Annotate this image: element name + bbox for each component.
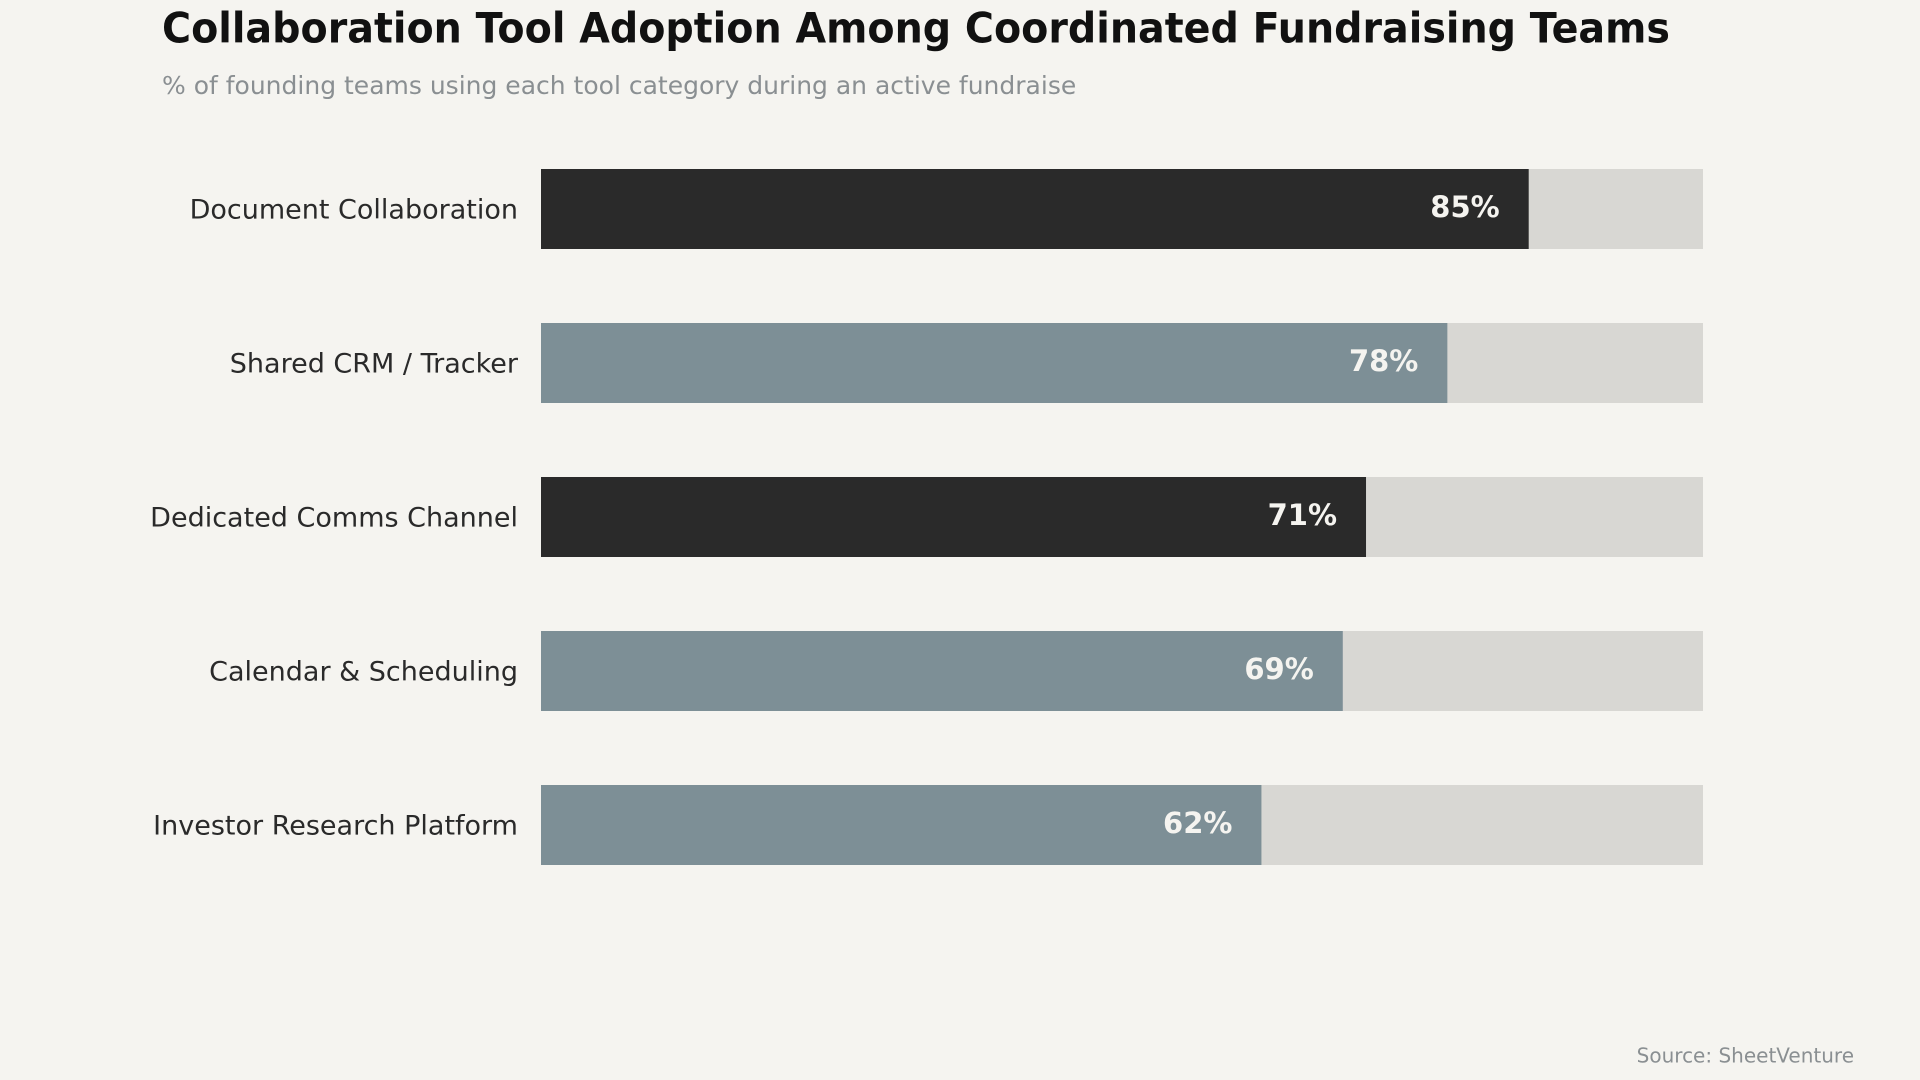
category-label: Investor Research Platform [153,811,518,842]
value-label: 71% [1268,498,1337,532]
category-label: Document Collaboration [190,195,518,226]
category-label: Calendar & Scheduling [209,657,518,688]
source-note: Source: SheetVenture [1637,1044,1854,1068]
chart-subtitle: % of founding teams using each tool cate… [162,71,1076,100]
bar [541,785,1262,865]
chart-title: Collaboration Tool Adoption Among Coordi… [162,4,1670,53]
bar [541,169,1529,249]
value-label: 85% [1430,190,1499,224]
bar [541,323,1448,403]
value-label: 78% [1349,344,1418,378]
category-label: Shared CRM / Tracker [230,349,519,380]
value-label: 62% [1163,806,1232,840]
value-label: 69% [1244,652,1313,686]
bar [541,631,1343,711]
bar [541,477,1367,557]
category-label: Dedicated Comms Channel [150,503,518,534]
